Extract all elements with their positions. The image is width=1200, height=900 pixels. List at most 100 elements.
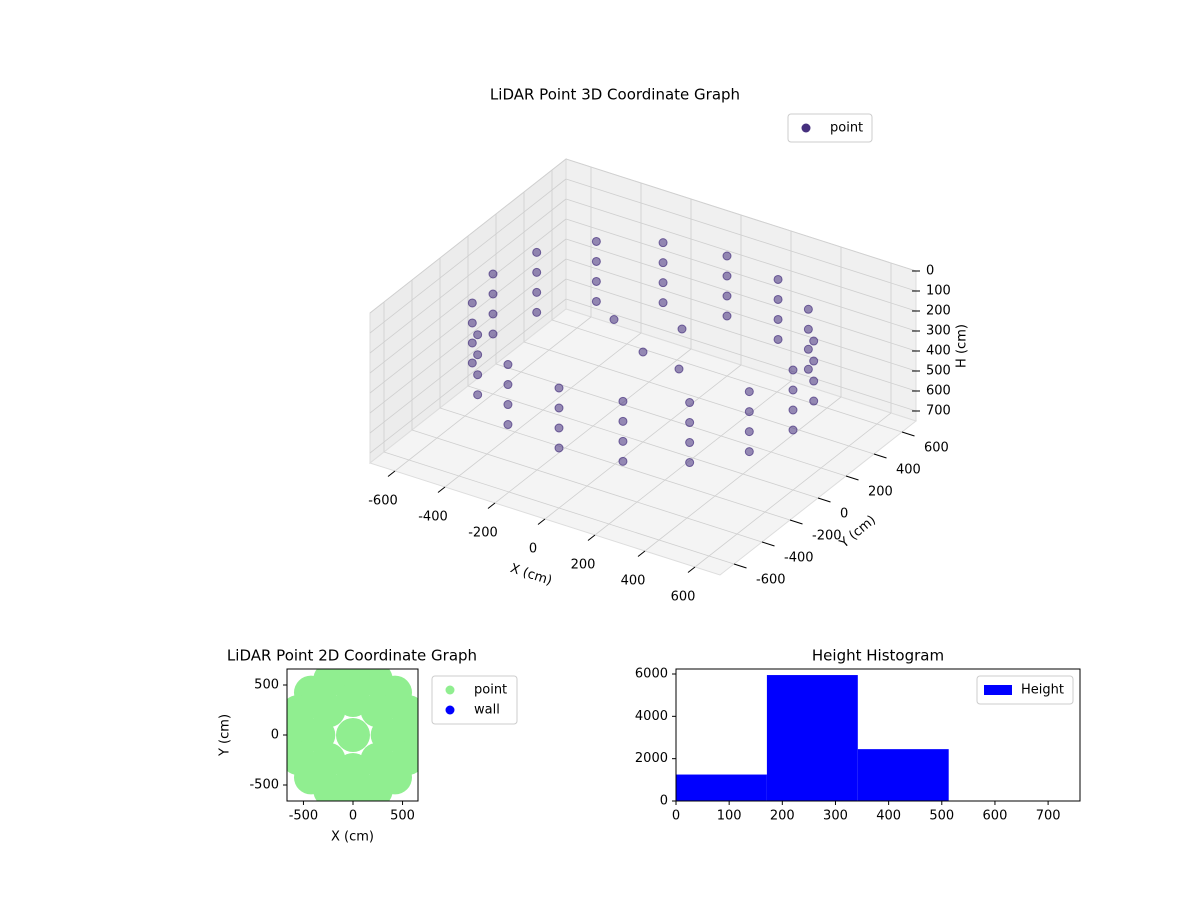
y-tick-label: -200 bbox=[812, 529, 842, 544]
point bbox=[554, 423, 564, 433]
tick-mark bbox=[789, 519, 803, 525]
legend-marker bbox=[445, 705, 455, 715]
grid-line bbox=[565, 178, 917, 292]
point bbox=[488, 309, 498, 319]
grid-line bbox=[369, 278, 567, 434]
point bbox=[722, 271, 732, 281]
tick-mark bbox=[873, 453, 887, 459]
plot-area bbox=[287, 669, 418, 801]
point bbox=[809, 356, 819, 366]
point bbox=[809, 376, 819, 386]
point bbox=[773, 334, 783, 344]
tick-mark bbox=[733, 563, 747, 569]
y-tick-label: 600 bbox=[924, 441, 949, 456]
grid-line bbox=[369, 218, 567, 374]
grid-line bbox=[565, 278, 917, 392]
point bbox=[532, 287, 542, 297]
point bbox=[677, 324, 687, 334]
point bbox=[609, 315, 619, 324]
point bbox=[591, 296, 601, 306]
point bbox=[658, 258, 668, 268]
x-tick-label: 100 bbox=[717, 809, 742, 824]
point bbox=[473, 350, 483, 360]
grid-line bbox=[369, 298, 567, 454]
legend-marker bbox=[445, 685, 455, 695]
grid-line bbox=[495, 363, 847, 477]
point bbox=[467, 298, 477, 308]
legend-marker bbox=[801, 123, 811, 133]
grid-line bbox=[565, 158, 917, 272]
y-tick-label: -500 bbox=[249, 778, 279, 793]
point bbox=[685, 458, 695, 468]
point bbox=[744, 407, 754, 417]
point bbox=[360, 742, 395, 777]
x-tick-label: -500 bbox=[289, 809, 319, 824]
legend-label: wall bbox=[474, 703, 500, 718]
grid-line bbox=[383, 451, 735, 565]
x-axis-label: X (cm) bbox=[331, 830, 374, 845]
point bbox=[467, 358, 477, 368]
point bbox=[467, 318, 477, 328]
point bbox=[809, 396, 819, 406]
point bbox=[722, 291, 732, 301]
y-tick-label: 400 bbox=[896, 463, 921, 478]
x-tick-label: 500 bbox=[390, 809, 415, 824]
z-tick-label: 400 bbox=[926, 344, 951, 359]
grid-line bbox=[369, 258, 567, 414]
x-tick-label: 700 bbox=[1036, 809, 1061, 824]
point bbox=[532, 247, 542, 257]
point bbox=[788, 385, 798, 395]
point bbox=[685, 418, 695, 428]
legend-label: Height bbox=[1021, 683, 1064, 698]
tick-mark bbox=[845, 475, 859, 481]
y-tick-label: 0 bbox=[660, 794, 668, 809]
point bbox=[685, 398, 695, 408]
grid-line bbox=[565, 198, 917, 312]
tick-mark bbox=[387, 470, 396, 477]
bar bbox=[676, 774, 767, 801]
chart-title: LiDAR Point 3D Coordinate Graph bbox=[490, 86, 740, 104]
point bbox=[390, 741, 418, 775]
y-tick-label: -400 bbox=[784, 551, 814, 566]
grid-line bbox=[551, 319, 903, 433]
tick-mark bbox=[487, 502, 496, 509]
point bbox=[788, 425, 798, 435]
point bbox=[744, 427, 754, 437]
tick-mark bbox=[587, 534, 596, 541]
y-tick-label: 0 bbox=[840, 507, 848, 522]
x-tick-label: 600 bbox=[983, 809, 1008, 824]
point bbox=[803, 364, 813, 374]
point bbox=[744, 447, 754, 457]
grid-line bbox=[369, 198, 567, 354]
z-axis-label: H (cm) bbox=[955, 324, 970, 368]
point bbox=[488, 269, 498, 279]
y-tick-label: 200 bbox=[868, 485, 893, 500]
grid-line bbox=[467, 385, 819, 499]
point bbox=[658, 238, 668, 248]
x-tick-label: 0 bbox=[349, 809, 357, 824]
z-tick-label: 300 bbox=[926, 324, 951, 339]
point bbox=[773, 274, 783, 284]
point bbox=[788, 405, 798, 415]
point bbox=[473, 330, 483, 340]
legend-box bbox=[787, 113, 873, 143]
point bbox=[503, 380, 513, 390]
y-axis-label: Y (cm) bbox=[218, 714, 233, 757]
chart-title: LiDAR Point 2D Coordinate Graph bbox=[227, 647, 477, 665]
tick-mark bbox=[817, 497, 831, 503]
grid-line bbox=[411, 429, 763, 543]
point bbox=[618, 456, 628, 466]
x-tick-label: 0 bbox=[672, 809, 680, 824]
grid-line bbox=[565, 298, 917, 412]
x-tick-label: 200 bbox=[571, 558, 596, 573]
bar bbox=[857, 749, 949, 801]
chart-title: Height Histogram bbox=[812, 647, 944, 665]
point bbox=[473, 370, 483, 380]
point bbox=[335, 718, 370, 752]
x-tick-label: 400 bbox=[621, 574, 646, 589]
point bbox=[685, 438, 695, 448]
point bbox=[722, 251, 732, 261]
x-tick-label: -400 bbox=[418, 510, 448, 525]
point bbox=[591, 276, 601, 286]
